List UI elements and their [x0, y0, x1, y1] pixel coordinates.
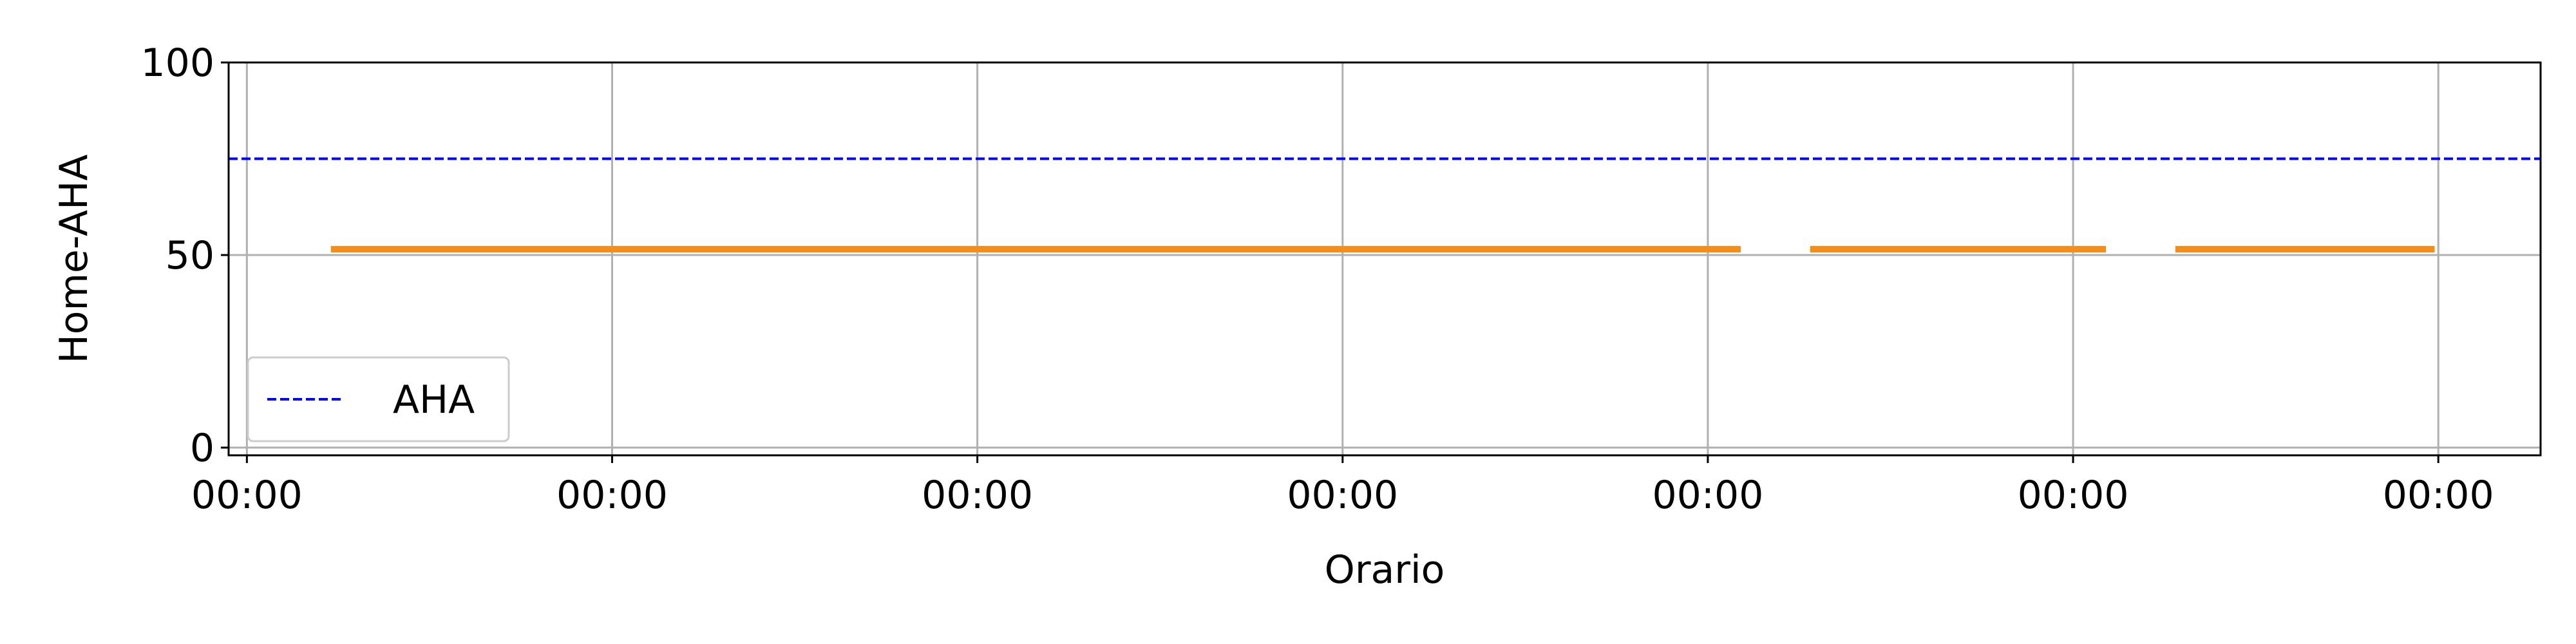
y-axis-label: Home-AHA	[52, 155, 97, 364]
x-tick-label: 00:00	[1287, 473, 1398, 518]
legend-box	[247, 356, 510, 442]
y-tick-label: 0	[190, 426, 214, 471]
grid	[229, 61, 2541, 455]
x-tick-label: 00:00	[1652, 473, 1763, 518]
x-tick-label: 00:00	[922, 473, 1033, 518]
x-axis-label: Orario	[1325, 547, 1445, 592]
ticks: 00:00 00:00 00:00 00:00 00:00 00:00 00:0005010…	[140, 41, 2494, 518]
plot-frame	[227, 61, 2542, 457]
legend-label-aha: AHA	[393, 377, 475, 422]
x-tick-label: 00:00	[556, 473, 668, 518]
x-tick-label: 00:00	[2018, 473, 2129, 518]
series-layer	[229, 157, 2541, 253]
y-tick-label: 50	[166, 233, 214, 278]
x-tick-label: 00:00	[191, 473, 303, 518]
legend: AHA	[247, 356, 510, 442]
x-tick-label: 00:00	[2383, 473, 2494, 518]
y-tick-label: 100	[140, 41, 214, 86]
